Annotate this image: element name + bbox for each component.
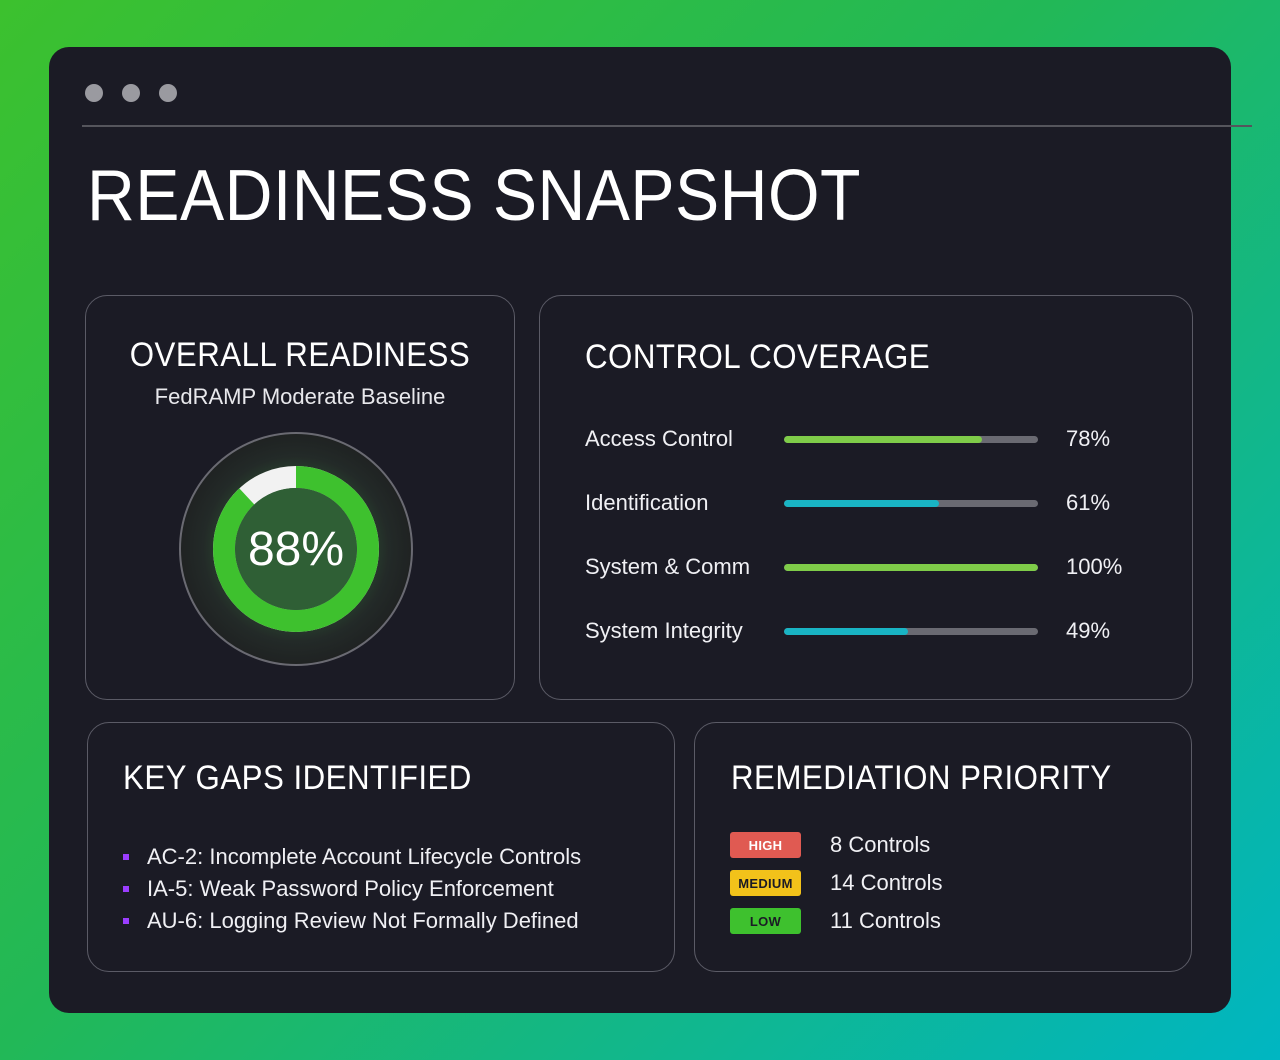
coverage-row-system-integrity: System Integrity 49% [585, 614, 1165, 648]
overall-readiness-subtitle: FedRAMP Moderate Baseline [154, 384, 446, 409]
coverage-label: Identification [585, 490, 709, 515]
coverage-label: System Integrity [585, 618, 743, 643]
window-dot-maximize[interactable] [159, 84, 177, 102]
coverage-label: System & Comm [585, 554, 751, 579]
coverage-bar-fill [784, 628, 909, 635]
gauge-inner-disc [235, 488, 357, 610]
overall-readiness-title: OVERALL READINESS [129, 336, 471, 374]
priority-badge-high: HIGH [730, 832, 801, 858]
coverage-bar-track [784, 564, 1038, 571]
bullet-square-icon [123, 886, 129, 892]
list-item: AU-6: Logging Review Not Formally Define… [123, 905, 581, 937]
coverage-row-access-control: Access Control 78% [585, 422, 1165, 456]
coverage-value: 49% [1066, 618, 1111, 643]
coverage-value: 61% [1066, 490, 1111, 515]
control-coverage-title: CONTROL COVERAGE [585, 338, 931, 376]
priority-badge-low: LOW [730, 908, 801, 934]
priority-badge-medium: MEDIUM [730, 870, 801, 896]
coverage-bar-track [784, 500, 1038, 507]
coverage-row-identification: Identification 61% [585, 486, 1165, 520]
overall-readiness-card: OVERALL READINESS FedRAMP Moderate Basel… [85, 295, 515, 700]
list-item: IA-5: Weak Password Policy Enforcement [123, 873, 581, 905]
readiness-gauge [179, 432, 413, 666]
coverage-row-system-comm: System & Comm 100% [585, 550, 1165, 584]
gap-text: IA-5: Weak Password Policy Enforcement [147, 876, 554, 901]
app-window: READINESS SNAPSHOT OVERALL READINESS Fed… [49, 47, 1252, 1013]
coverage-bar-fill [784, 500, 939, 507]
bullet-square-icon [123, 854, 129, 860]
coverage-bar-fill [784, 436, 983, 443]
bullet-square-icon [123, 918, 129, 924]
coverage-bar-fill [784, 564, 1038, 571]
priority-row-high: HIGH 8 Controls [730, 831, 930, 859]
priority-count: 14 Controls [830, 870, 943, 895]
gap-text: AC-2: Incomplete Account Lifecycle Contr… [147, 844, 582, 869]
window-dot-minimize[interactable] [122, 84, 140, 102]
page-title: READINESS SNAPSHOT [87, 156, 861, 236]
control-coverage-card: CONTROL COVERAGE Access Control 78% Iden… [539, 295, 1193, 700]
coverage-bar-track [784, 628, 1038, 635]
list-item: AC-2: Incomplete Account Lifecycle Contr… [123, 841, 581, 873]
key-gaps-list: AC-2: Incomplete Account Lifecycle Contr… [123, 841, 581, 937]
priority-count: 8 Controls [830, 832, 931, 857]
window-dot-close[interactable] [85, 84, 103, 102]
gap-text: AU-6: Logging Review Not Formally Define… [147, 908, 579, 933]
coverage-value: 100% [1066, 554, 1123, 579]
key-gaps-title: KEY GAPS IDENTIFIED [123, 759, 472, 797]
window-controls [85, 84, 177, 102]
priority-row-medium: MEDIUM 14 Controls [730, 869, 943, 897]
coverage-label: Access Control [585, 426, 733, 451]
priority-row-low: LOW 11 Controls [730, 907, 941, 935]
key-gaps-card: KEY GAPS IDENTIFIED AC-2: Incomplete Acc… [87, 722, 675, 972]
coverage-value: 78% [1066, 426, 1111, 451]
priority-count: 11 Controls [830, 908, 941, 933]
gauge-progress-arc [213, 466, 379, 632]
remediation-priority-title: REMEDIATION PRIORITY [731, 759, 1112, 797]
overall-readiness-value: 88% [247, 522, 345, 576]
remediation-priority-card: REMEDIATION PRIORITY HIGH 8 Controls MED… [694, 722, 1192, 972]
header-divider [82, 125, 1252, 127]
coverage-bar-track [784, 436, 1038, 443]
